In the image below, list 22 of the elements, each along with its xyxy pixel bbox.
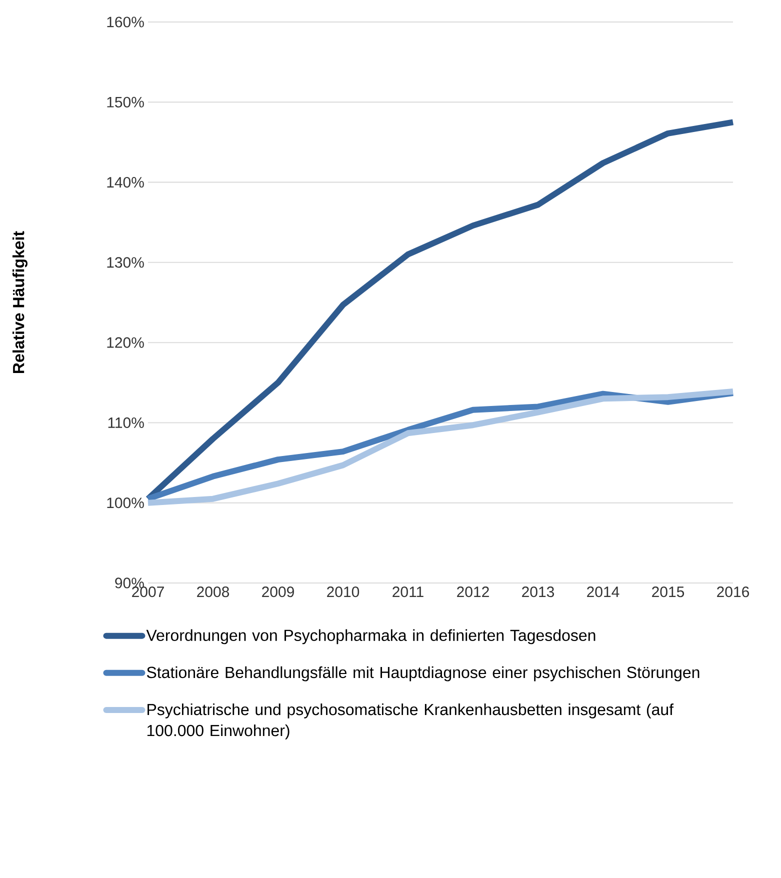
y-tick-label: 130% — [107, 257, 144, 268]
x-tick-label: 2012 — [457, 586, 489, 598]
x-tick-label: 2016 — [717, 586, 750, 598]
y-axis-title: Relative Häufigkeit — [12, 231, 28, 374]
y-tick-label: 120% — [107, 337, 144, 348]
y-tick-label: 160% — [107, 16, 144, 28]
x-tick-label: 2010 — [327, 586, 360, 598]
x-tick-label: 2007 — [132, 586, 164, 598]
x-tick-label: 2013 — [522, 586, 554, 598]
y-tick-label: 110% — [108, 417, 144, 428]
y-tick-label: 90% — [115, 578, 144, 588]
x-tick-label: 2014 — [587, 586, 620, 598]
x-tick-label: 2015 — [652, 586, 684, 598]
legend-label: Stationäre Behandlungsfälle mit Hauptdiagnose einer psychischen Störungen — [146, 666, 700, 682]
x-tick-label: 2008 — [197, 586, 230, 598]
x-tick-label: 2011 — [392, 586, 424, 598]
y-tick-label: 140% — [107, 176, 144, 188]
y-tick-label: 150% — [107, 96, 144, 108]
x-tick-label: 2009 — [262, 586, 294, 598]
y-tick-label: 100% — [107, 498, 144, 508]
legend-label: Verordnungen von Psychopharmaka in definierten Tagesdosen — [146, 629, 596, 644]
legend-label: Psychiatrische und psychosomatische Krankenhausbetten insgesamt (auf 100.000 Einwohner) — [147, 703, 674, 740]
